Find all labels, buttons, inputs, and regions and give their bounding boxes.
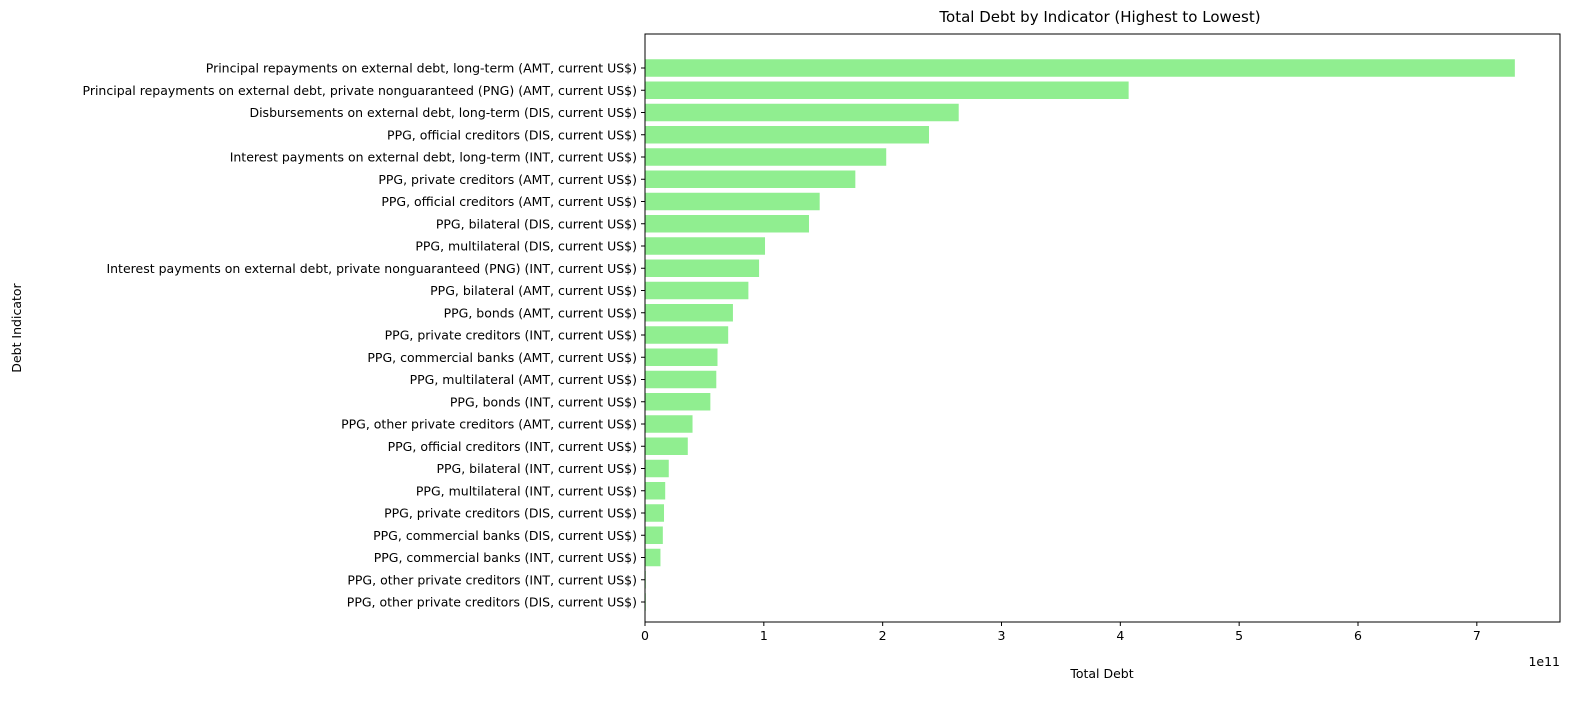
y-tick-label: Principal repayments on external debt, p… bbox=[83, 83, 638, 98]
y-tick-label: PPG, commercial banks (DIS, current US$) bbox=[373, 528, 637, 543]
bar bbox=[645, 326, 729, 344]
bar bbox=[645, 126, 930, 144]
bar bbox=[645, 304, 733, 322]
y-tick-label: PPG, other private creditors (AMT, curre… bbox=[341, 417, 637, 432]
bar bbox=[645, 459, 669, 478]
y-tick-label: Disbursements on external debt, long-ter… bbox=[249, 105, 637, 120]
y-tick-label: PPG, official creditors (DIS, current US… bbox=[387, 127, 637, 142]
y-tick-label: PPG, private creditors (AMT, current US$… bbox=[378, 172, 637, 187]
bar bbox=[645, 59, 1515, 77]
bar bbox=[645, 170, 856, 188]
y-tick-label: PPG, multilateral (AMT, current US$) bbox=[410, 372, 637, 387]
bar bbox=[645, 526, 663, 544]
y-tick-label: PPG, multilateral (INT, current US$) bbox=[416, 483, 637, 498]
y-tick-label: PPG, commercial banks (INT, current US$) bbox=[374, 550, 637, 565]
x-tick-label: 2 bbox=[879, 628, 887, 643]
bar bbox=[645, 548, 661, 567]
y-tick-label: PPG, bilateral (AMT, current US$) bbox=[430, 283, 637, 298]
bar bbox=[645, 370, 717, 389]
y-tick-label: Principal repayments on external debt, l… bbox=[206, 61, 637, 76]
bar bbox=[645, 148, 887, 166]
x-axis-offset-label: 1e11 bbox=[1528, 654, 1560, 669]
bar bbox=[645, 215, 809, 233]
bar bbox=[645, 81, 1129, 99]
y-tick-label: PPG, other private creditors (INT, curre… bbox=[347, 572, 637, 587]
y-axis-title: Debt Indicator bbox=[9, 282, 24, 372]
x-axis-title: Total Debt bbox=[1069, 666, 1133, 681]
bar bbox=[645, 281, 749, 300]
bar bbox=[645, 192, 820, 211]
plot-frame bbox=[644, 33, 1561, 623]
y-tick-label: PPG, multilateral (DIS, current US$) bbox=[415, 239, 637, 254]
bar bbox=[645, 415, 693, 433]
y-tick-label: Interest payments on external debt, long… bbox=[230, 150, 637, 165]
chart-title: Total Debt by Indicator (Highest to Lowe… bbox=[938, 8, 1260, 26]
x-axis-ticks: 0 1 2 3 4 5 6 7 bbox=[641, 622, 1481, 643]
y-tick-label: PPG, other private creditors (DIS, curre… bbox=[347, 595, 637, 610]
bar bbox=[645, 103, 959, 122]
x-tick-label: 7 bbox=[1473, 628, 1481, 643]
bar bbox=[645, 259, 760, 277]
bars-group bbox=[645, 59, 1515, 611]
category-labels: Principal repayments on external debt, l… bbox=[83, 61, 645, 610]
y-tick-label: PPG, bilateral (DIS, current US$) bbox=[436, 216, 637, 231]
bar bbox=[645, 504, 665, 522]
bar bbox=[645, 237, 766, 255]
x-tick-label: 1 bbox=[760, 628, 768, 643]
bar bbox=[645, 393, 711, 411]
y-tick-label: Interest payments on external debt, priv… bbox=[106, 261, 637, 276]
bar bbox=[645, 482, 666, 500]
y-tick-label: PPG, bonds (AMT, current US$) bbox=[444, 305, 637, 320]
x-tick-label: 0 bbox=[641, 628, 649, 643]
x-tick-label: 5 bbox=[1235, 628, 1243, 643]
y-tick-label: PPG, official creditors (AMT, current US… bbox=[381, 194, 637, 209]
x-tick-label: 4 bbox=[1116, 628, 1124, 643]
y-tick-label: PPG, bonds (INT, current US$) bbox=[450, 394, 637, 409]
x-tick-label: 6 bbox=[1354, 628, 1362, 643]
y-tick-label: PPG, bilateral (INT, current US$) bbox=[436, 461, 637, 476]
y-tick-label: PPG, official creditors (INT, current US… bbox=[388, 439, 637, 454]
y-tick-label: PPG, private creditors (INT, current US$… bbox=[385, 328, 637, 343]
y-tick-label: PPG, commercial banks (AMT, current US$) bbox=[367, 350, 637, 365]
bar bbox=[645, 348, 718, 366]
x-tick-label: 3 bbox=[998, 628, 1006, 643]
y-tick-label: PPG, private creditors (DIS, current US$… bbox=[384, 506, 637, 521]
bar bbox=[645, 437, 688, 455]
